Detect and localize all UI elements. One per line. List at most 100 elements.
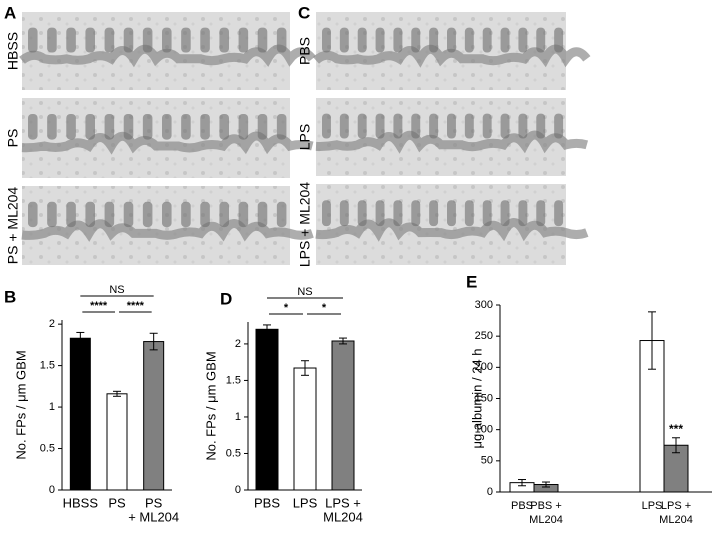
error-bar: [542, 481, 550, 488]
bar: [143, 341, 165, 491]
foot-process: [500, 113, 510, 139]
foot-process: [200, 201, 210, 228]
foot-process: [482, 27, 492, 53]
foot-process: [104, 201, 115, 228]
foot-process: [482, 113, 492, 139]
membrane: [315, 130, 589, 154]
foot-process: [375, 113, 385, 139]
foot-process: [181, 114, 191, 140]
foot-process: [357, 113, 367, 139]
y-tick-label: 300: [475, 299, 493, 311]
foot-process: [181, 27, 191, 53]
y-axis-label: No. FPs / μm GBM: [203, 351, 218, 460]
error-bar: [672, 437, 680, 454]
error-bar: [149, 332, 158, 351]
foot-process: [123, 114, 134, 140]
x-tick-label: LPS: [293, 495, 318, 510]
significance-label: ***: [669, 422, 683, 436]
foot-process: [162, 114, 172, 140]
foot-process: [181, 201, 191, 228]
y-axis-label: μg albumin / 24 h: [469, 349, 484, 449]
foot-process: [536, 200, 546, 227]
foot-process: [429, 27, 439, 53]
foot-process: [429, 113, 439, 139]
membrane: [312, 44, 591, 68]
foot-process: [219, 201, 229, 228]
y-tick-label: 1.5: [226, 374, 241, 386]
foot-process: [66, 201, 76, 228]
micrograph-label: PBS: [297, 37, 313, 65]
micrograph-label: HBSS: [5, 32, 21, 70]
foot-process: [554, 200, 564, 227]
y-tick-label: 1.5: [40, 360, 55, 372]
significance-label: ****: [90, 300, 108, 312]
foot-process: [393, 27, 403, 53]
foot-process: [518, 27, 528, 53]
x-tick-label: + ML204: [128, 509, 179, 524]
micrograph-label: LPS: [297, 124, 313, 150]
y-axis-label: No. FPs / μm GBM: [13, 350, 28, 459]
foot-process: [200, 27, 210, 53]
foot-process: [238, 201, 249, 228]
foot-process: [411, 27, 421, 53]
foot-process: [142, 114, 153, 140]
foot-process: [104, 27, 115, 53]
foot-process: [536, 113, 546, 139]
bar: [293, 367, 317, 491]
foot-process: [47, 201, 57, 228]
panel-letter: A: [4, 3, 16, 22]
y-tick-label: 0.5: [40, 442, 55, 454]
x-tick-label: HBSS: [63, 495, 99, 510]
foot-process: [447, 200, 456, 227]
membrane: [19, 44, 316, 68]
foot-process: [47, 114, 57, 140]
y-tick-label: 100: [475, 424, 493, 436]
significance-label: NS: [109, 284, 124, 296]
foot-process: [500, 27, 510, 53]
foot-process: [322, 200, 331, 227]
x-tick-label: PBS: [511, 500, 533, 512]
y-tick-label: 2: [235, 338, 241, 350]
foot-process: [123, 27, 134, 53]
error-bar: [339, 337, 347, 345]
foot-process: [536, 27, 546, 53]
foot-process: [28, 114, 38, 140]
foot-process: [411, 200, 421, 227]
y-tick-label: 0: [487, 486, 493, 498]
foot-process: [238, 27, 249, 53]
y-tick-label: 150: [475, 392, 493, 404]
foot-process: [339, 200, 349, 227]
micrograph-label: PS + ML204: [5, 187, 21, 265]
foot-process: [447, 113, 456, 139]
foot-process: [375, 27, 385, 53]
membrane: [21, 219, 314, 242]
x-tick-label: LPS +: [661, 500, 691, 512]
foot-process: [464, 200, 474, 227]
foot-process: [322, 113, 331, 139]
foot-process: [142, 201, 153, 228]
x-tick-label: ML204: [659, 514, 693, 526]
y-tick-label: 1: [49, 401, 55, 413]
foot-process: [257, 114, 268, 140]
y-tick-label: 0.5: [226, 447, 241, 459]
foot-process: [464, 113, 474, 139]
foot-process: [257, 27, 268, 53]
x-tick-label: PS: [108, 495, 126, 510]
x-tick-label: ML204: [529, 514, 563, 526]
significance-label: ****: [127, 300, 145, 312]
foot-process: [47, 27, 57, 53]
foot-process: [500, 200, 510, 227]
foot-process: [518, 200, 528, 227]
foot-process: [339, 27, 349, 53]
x-tick-label: PBS +: [530, 500, 562, 512]
foot-process: [322, 27, 331, 53]
y-tick-label: 2: [49, 318, 55, 330]
error-bar: [113, 390, 121, 397]
panel-letter: B: [4, 287, 16, 306]
error-bar: [518, 479, 526, 487]
membrane: [21, 131, 314, 155]
foot-process: [85, 114, 95, 140]
foot-process: [85, 27, 95, 53]
foot-process: [518, 113, 528, 139]
